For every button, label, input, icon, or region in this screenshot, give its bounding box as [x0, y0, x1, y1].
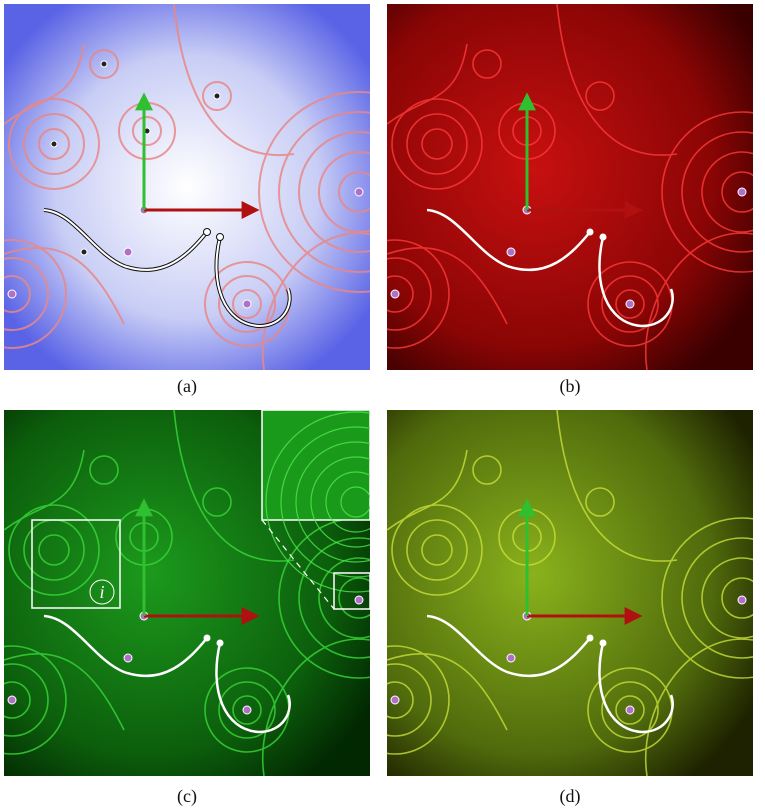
trajectory-curve-1: [43, 614, 208, 678]
panel-b-field-image: [387, 4, 753, 370]
caption-a: (a): [177, 376, 197, 396]
field-visualization-c: i: [4, 410, 370, 776]
trajectory-curve-2: [215, 642, 291, 734]
zoom-source-box: [333, 572, 370, 610]
trajectory-curve-2: [598, 642, 674, 734]
panel-c-field-image: i: [4, 410, 370, 776]
caption-d: (d): [559, 786, 581, 806]
panel-d-field-image: [387, 410, 753, 776]
inset-label-i: i: [99, 582, 104, 602]
trajectory-curve-1: [426, 614, 591, 678]
field-visualization-d: [387, 410, 753, 776]
caption-b: (b): [559, 376, 581, 396]
zoom-inset: [261, 410, 370, 593]
inset-box-i: [31, 519, 121, 609]
trajectory-curve-1: [426, 208, 591, 272]
field-visualization-b: [387, 4, 753, 370]
field-visualization-a: [4, 4, 370, 370]
caption-c: (c): [177, 786, 197, 806]
panel-a-field-image: [4, 4, 370, 370]
marker-points-d: [390, 595, 747, 715]
trajectory-curve-2: [598, 236, 674, 328]
marker-points-b: [390, 187, 747, 309]
